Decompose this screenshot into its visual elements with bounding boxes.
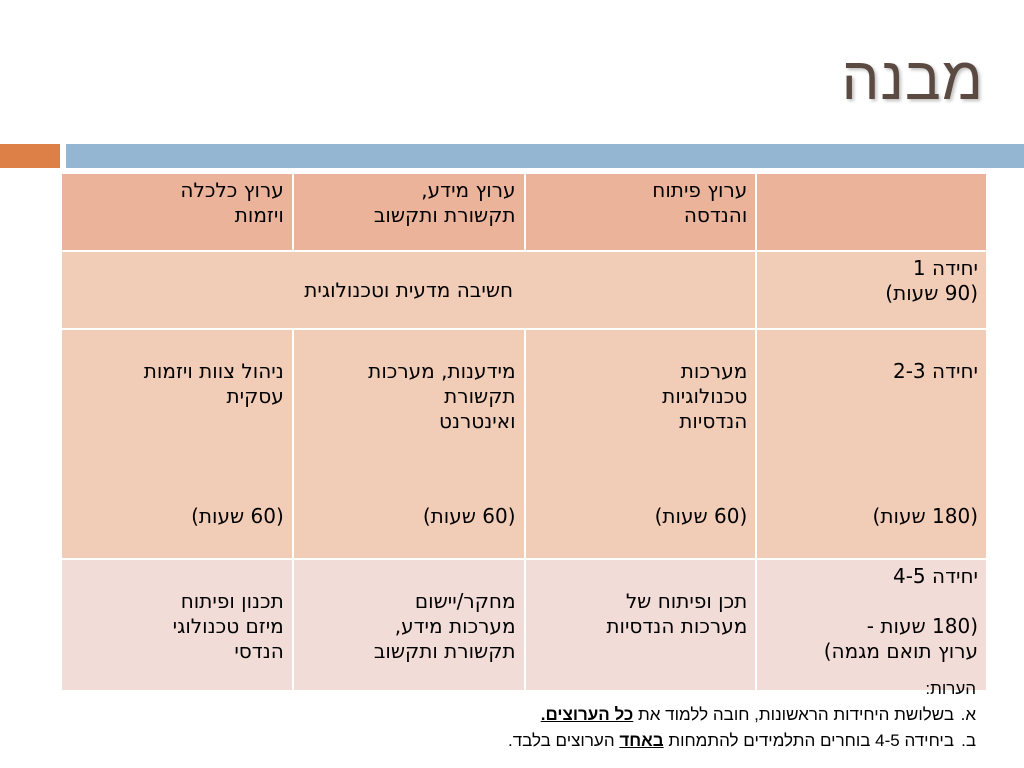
header-cell-information: ערוץ מידע, תקשורת ותקשוב (291, 172, 526, 252)
unit-2-3-label: יחידה 2-3 (180 שעות) (755, 328, 988, 560)
note-a-marker: א. (960, 705, 976, 724)
unit-2-3-economics-hours: (60 שעות) (191, 504, 284, 528)
accent-bar-orange (0, 144, 60, 168)
note-b-marker: ב. (961, 731, 976, 750)
note-b: ב. ביחידה 4-5 בוחרים התלמידים להתמחות באח… (508, 728, 976, 754)
notes-block: הערות: א. בשלושת היחידות הראשונות, חובה ל… (508, 676, 976, 754)
unit-2-3-information-hours: (60 שעות) (422, 504, 516, 528)
header-cell-empty (755, 172, 988, 252)
unit-4-5-economics: תכנון ופיתוח מיזם טכנולוגי הנדסי (60, 558, 294, 692)
note-b-text-start: ביחידה 4-5 בוחרים התלמידים להתמחות (663, 731, 954, 750)
note-a-text: בשלושת היחידות הראשונות, חובה ללמוד את (633, 705, 954, 724)
unit-4-5-information: מחקר/יישום מערכות מידע, תקשורת ותקשוב (291, 558, 526, 692)
notes-heading: הערות: (925, 679, 976, 698)
page-title: מבנה (841, 45, 984, 112)
unit-1-merged-cell: חשיבה מדעית וטכנולוגית (59, 250, 758, 330)
table-header-row: ערוץ פיתוח והנדסה ערוץ מידע, תקשורת ותקש… (60, 172, 988, 252)
unit-2-3-engineering-title: מערכות טכנולוגיות הנדסיות (662, 359, 748, 433)
note-b-text-end: הערוצים בלבד. (508, 731, 620, 750)
table-row-unit-2-3: יחידה 2-3 (180 שעות) מערכות טכנולוגיות ה… (60, 328, 988, 560)
unit-2-3-label-hours: (180 שעות) (872, 504, 978, 528)
unit-2-3-economics: ניהול צוות ויזמות עסקית (60 שעות) (60, 328, 294, 560)
unit-1-label: יחידה 1 (90 שעות) (755, 250, 988, 330)
unit-2-3-information-title: מידענות, מערכות תקשורת ואינטרנט (368, 359, 516, 433)
unit-2-3-label-title: יחידה 2-3 (892, 359, 978, 383)
table-row-unit-1: יחידה 1 (90 שעות) חשיבה מדעית וטכנולוגית (59, 250, 988, 330)
note-b-emphasis: באחד (619, 731, 664, 750)
unit-4-5-label: יחידה 4-5 (180 שעות - ערוץ תואם מגמה) (755, 558, 988, 692)
unit-2-3-engineering: מערכות טכנולוגיות הנדסיות (60 שעות) (523, 328, 758, 560)
unit-2-3-information: מידענות, מערכות תקשורת ואינטרנט (60 שעות… (291, 328, 526, 560)
unit-4-5-engineering: תכן ופיתוח של מערכות הנדסיות (523, 558, 758, 692)
unit-2-3-economics-title: ניהול צוות ויזמות עסקית (143, 359, 284, 408)
structure-table: ערוץ פיתוח והנדסה ערוץ מידע, תקשורת ותקש… (59, 172, 988, 692)
accent-bar-blue (66, 144, 1024, 168)
unit-2-3-engineering-hours: (60 שעות) (654, 504, 748, 528)
table-row-unit-4-5: יחידה 4-5 (180 שעות - ערוץ תואם מגמה) תכ… (60, 558, 988, 692)
note-a-emphasis: כל הערוצים. (540, 705, 634, 724)
header-cell-economics: ערוץ כלכלה ויזמות (60, 172, 294, 252)
note-a: א. בשלושת היחידות הראשונות, חובה ללמוד את… (508, 702, 976, 728)
header-cell-engineering: ערוץ פיתוח והנדסה (523, 172, 758, 252)
